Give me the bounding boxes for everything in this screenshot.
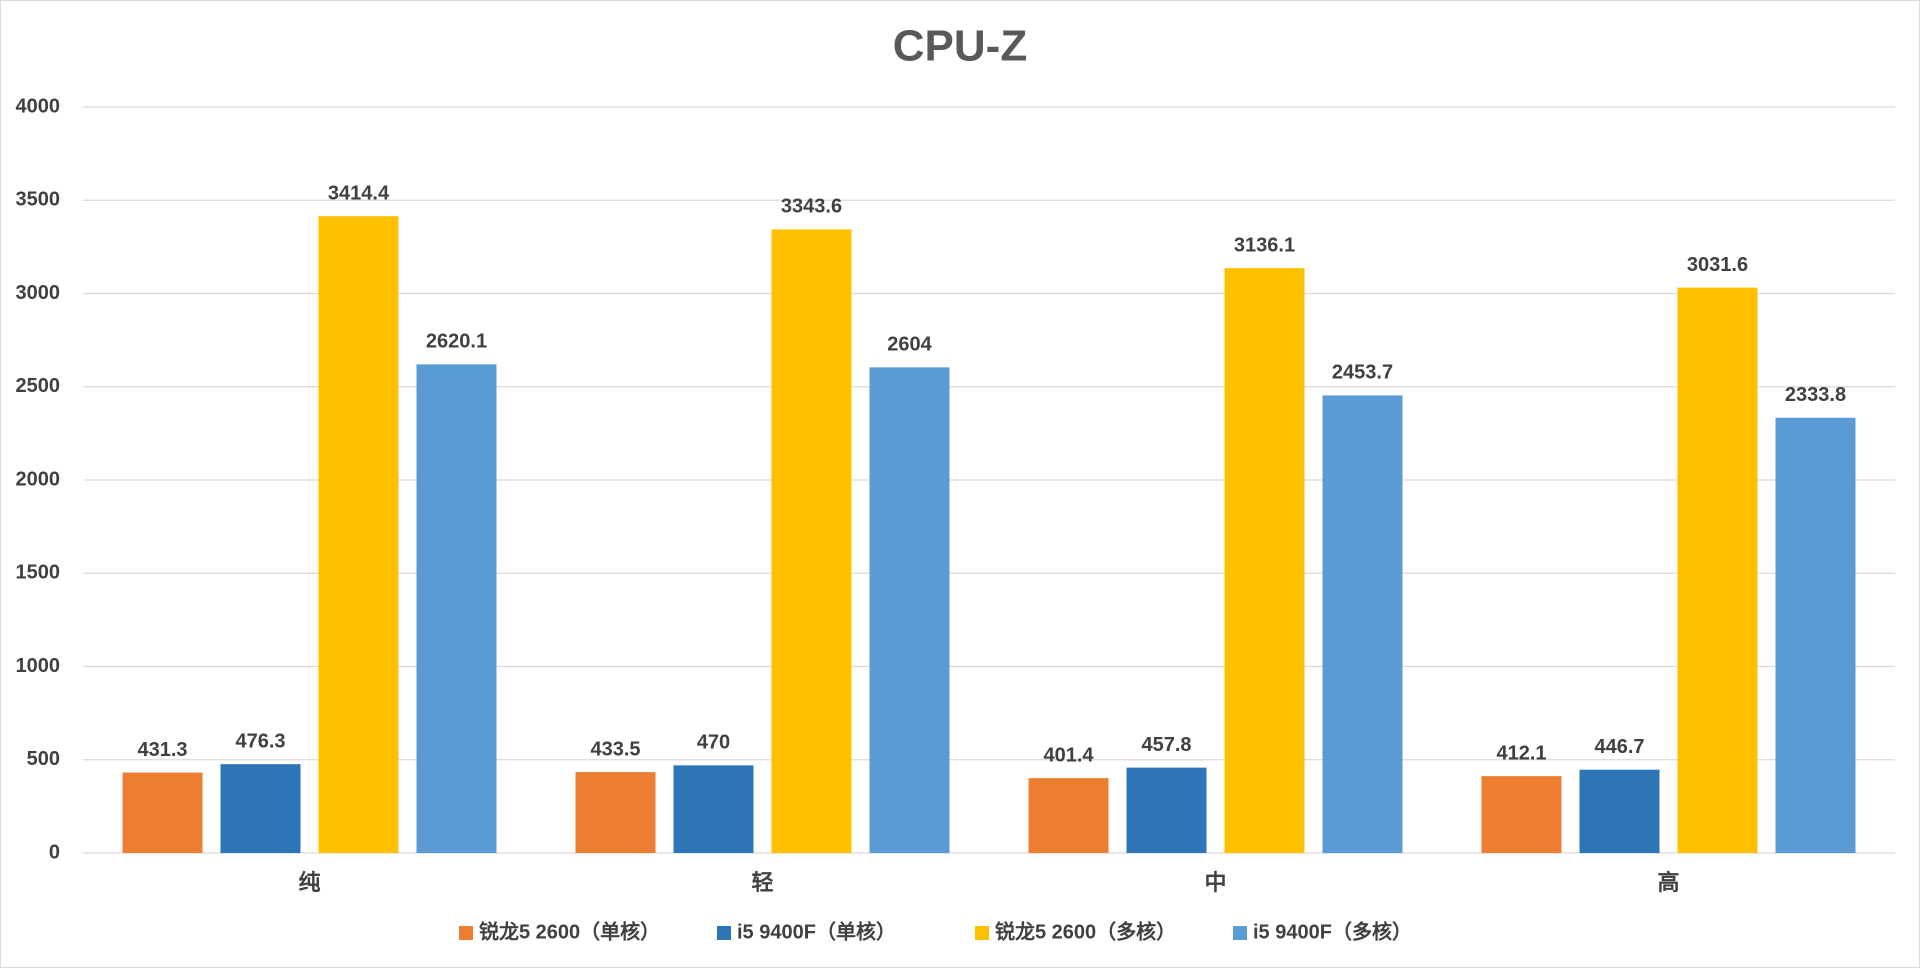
x-tick-label: 中 xyxy=(1204,870,1226,895)
legend-swatch xyxy=(459,926,473,940)
chart-title: CPU-Z xyxy=(893,22,1027,71)
value-label: 431.3 xyxy=(137,739,187,761)
bar xyxy=(575,772,656,853)
value-label: 412.1 xyxy=(1496,742,1546,764)
value-label: 476.3 xyxy=(235,730,285,752)
bar xyxy=(673,765,754,853)
bar xyxy=(1481,776,1562,853)
value-label: 470 xyxy=(697,732,730,754)
x-tick-label: 轻 xyxy=(751,870,773,895)
y-tick-label: 500 xyxy=(27,748,60,770)
value-label: 457.8 xyxy=(1141,734,1191,756)
bar xyxy=(869,367,950,853)
bar xyxy=(1126,767,1207,853)
bar xyxy=(122,772,203,853)
y-tick-label: 0 xyxy=(49,841,60,863)
legend-swatch xyxy=(717,926,731,940)
bar xyxy=(1224,268,1305,854)
y-tick-label: 4000 xyxy=(16,95,61,117)
y-tick-label: 1000 xyxy=(16,655,61,677)
bar xyxy=(318,216,399,853)
bar xyxy=(416,364,497,853)
y-tick-label: 3500 xyxy=(16,189,61,211)
bar xyxy=(1579,769,1660,853)
y-tick-label: 3000 xyxy=(16,282,61,304)
legend-label: i5 9400F（单核） xyxy=(737,919,896,943)
value-label: 433.5 xyxy=(590,738,640,760)
value-label: 3136.1 xyxy=(1234,234,1295,256)
x-tick-label: 纯 xyxy=(298,870,320,895)
bar xyxy=(1677,287,1758,854)
value-label: 3031.6 xyxy=(1687,254,1748,276)
y-tick-label: 1500 xyxy=(16,562,61,584)
value-label: 2453.7 xyxy=(1332,362,1393,384)
value-label: 2604 xyxy=(887,334,932,356)
bar xyxy=(1322,395,1403,853)
bar xyxy=(1775,417,1856,853)
bar xyxy=(771,229,852,854)
value-label: 3414.4 xyxy=(328,182,390,204)
bar xyxy=(1028,778,1109,853)
y-tick-label: 2000 xyxy=(16,468,61,490)
x-tick-label: 高 xyxy=(1657,870,1679,895)
legend-label: i5 9400F（多核） xyxy=(1253,919,1412,943)
legend-label: 锐龙5 2600（单核） xyxy=(479,919,660,943)
y-tick-label: 2500 xyxy=(16,375,61,397)
value-label: 2620.1 xyxy=(426,331,487,353)
legend-swatch xyxy=(975,926,989,940)
value-label: 2333.8 xyxy=(1785,384,1846,406)
bar xyxy=(220,764,301,853)
legend-label: 锐龙5 2600（多核） xyxy=(995,919,1176,943)
value-label: 401.4 xyxy=(1043,744,1094,766)
value-label: 3343.6 xyxy=(781,196,842,218)
value-label: 446.7 xyxy=(1594,736,1644,758)
legend-swatch xyxy=(1233,926,1247,940)
